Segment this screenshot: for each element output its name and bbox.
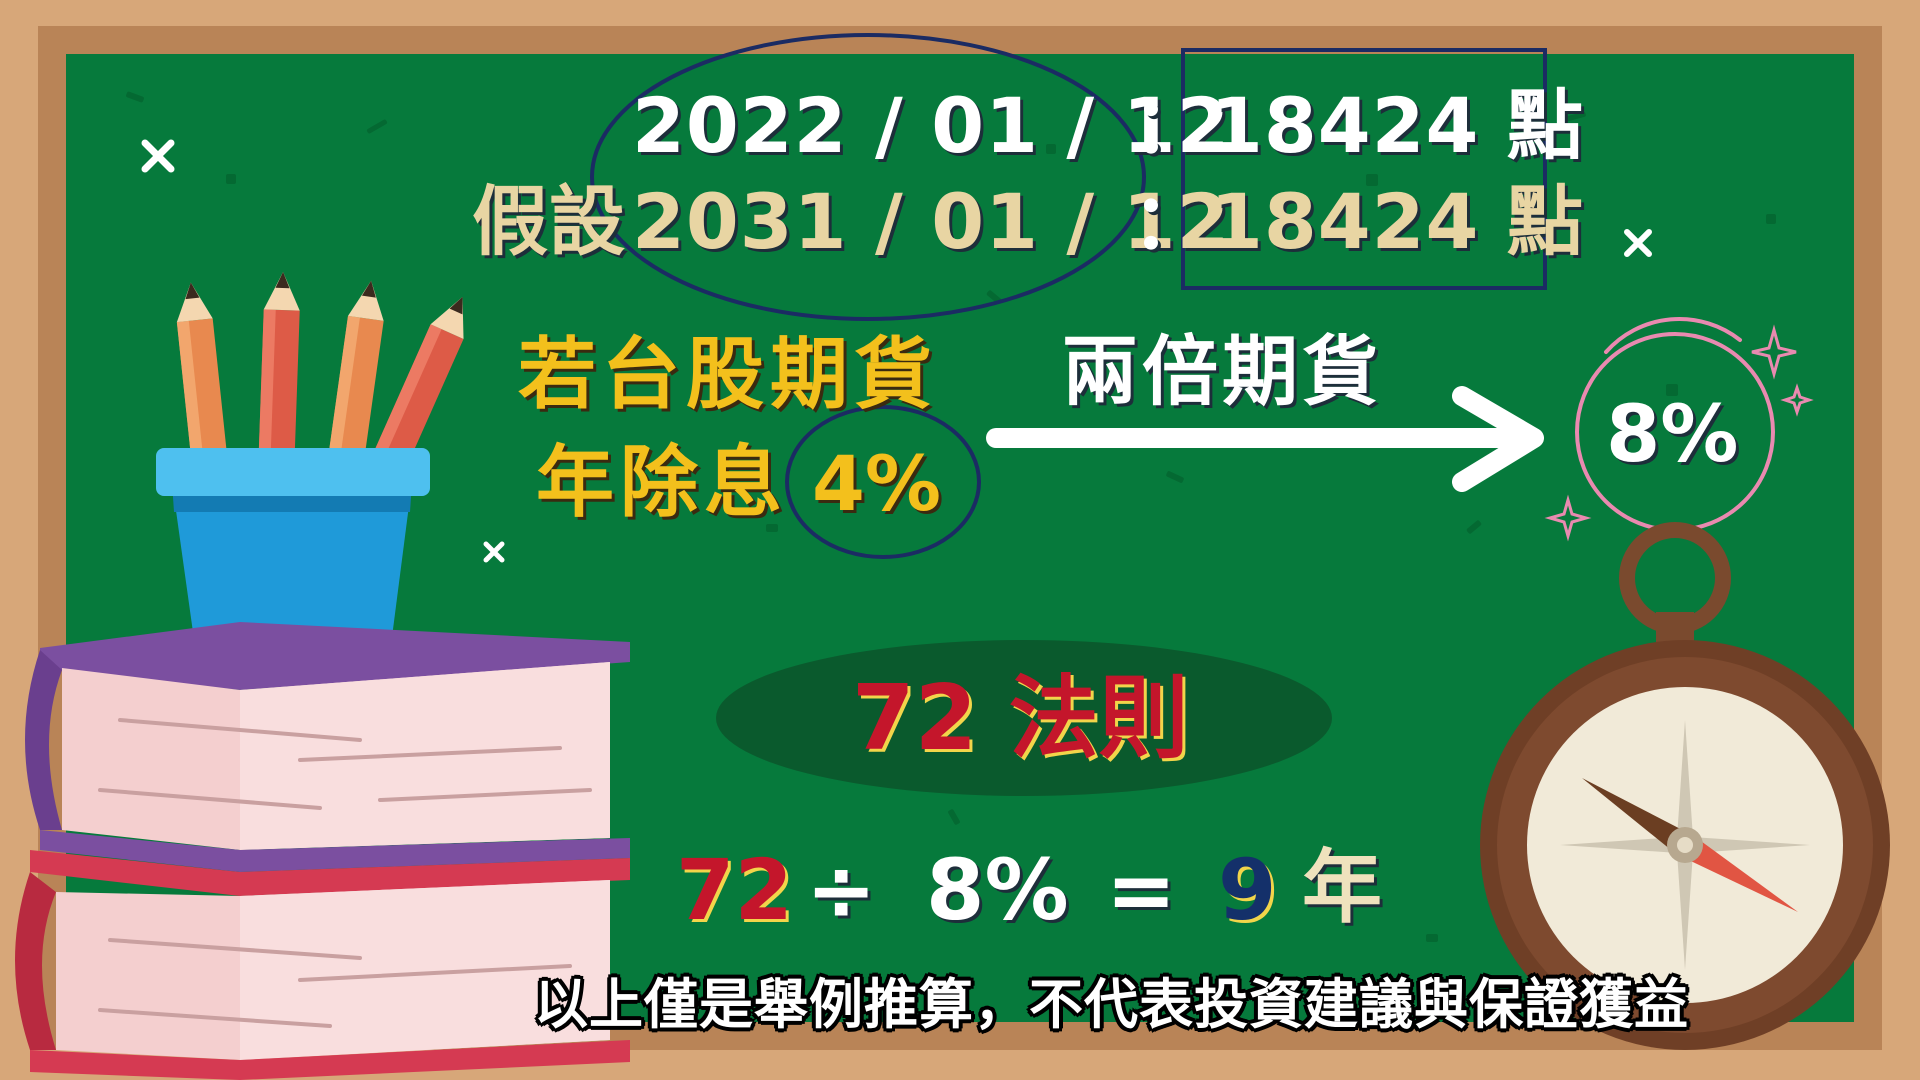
assume-prefix: 假設 — [472, 177, 626, 266]
leverage-result: 8% — [1606, 390, 1739, 480]
date-highlight-ellipse — [590, 33, 1146, 321]
disclaimer-caption: 以上僅是舉例推算，不代表投資建議與保證獲益 — [534, 973, 1689, 1036]
rule-title-backdrop — [716, 640, 1332, 796]
equation-divide: ÷ — [806, 841, 877, 939]
pencil-cup-illustration — [156, 272, 464, 668]
equation-72: 72 — [676, 841, 793, 939]
future-date: 2031 / 01 / 12 — [632, 177, 1231, 266]
leverage-label: 兩倍期貨 — [1062, 327, 1382, 416]
equation-equals: = — [1106, 841, 1177, 939]
arrow-right-icon — [986, 386, 1544, 492]
assumption-line-2: 年除息 — [536, 438, 789, 528]
sparkle-icon — [1751, 324, 1797, 380]
assumption-line-1: 若台股期貨 — [518, 330, 939, 420]
sparkle-icon — [1780, 383, 1814, 417]
x-mark-icon — [1624, 229, 1652, 257]
points-highlight-box — [1181, 48, 1547, 290]
equation-years-number: 9 — [1218, 841, 1277, 939]
rule-title: 72 法則 — [852, 666, 1189, 771]
x-mark-icon — [141, 139, 175, 173]
x-mark-icon — [483, 541, 505, 563]
future-colon: ： — [1132, 177, 1209, 266]
current-colon: ： — [1132, 81, 1209, 170]
current-points: 18424 點 — [1210, 81, 1584, 170]
compass-illustration — [1480, 522, 1890, 1050]
equation-years-unit: 年 — [1302, 841, 1382, 934]
sparkle-icon — [1544, 494, 1592, 542]
future-points: 18424 點 — [1210, 177, 1584, 266]
rate-highlight-ellipse — [785, 405, 981, 559]
equation-rate: 8% — [926, 841, 1069, 939]
dividend-rate: 4% — [812, 439, 942, 528]
current-date: 2022 / 01 / 12 — [632, 81, 1231, 170]
books-illustration — [15, 622, 630, 1080]
